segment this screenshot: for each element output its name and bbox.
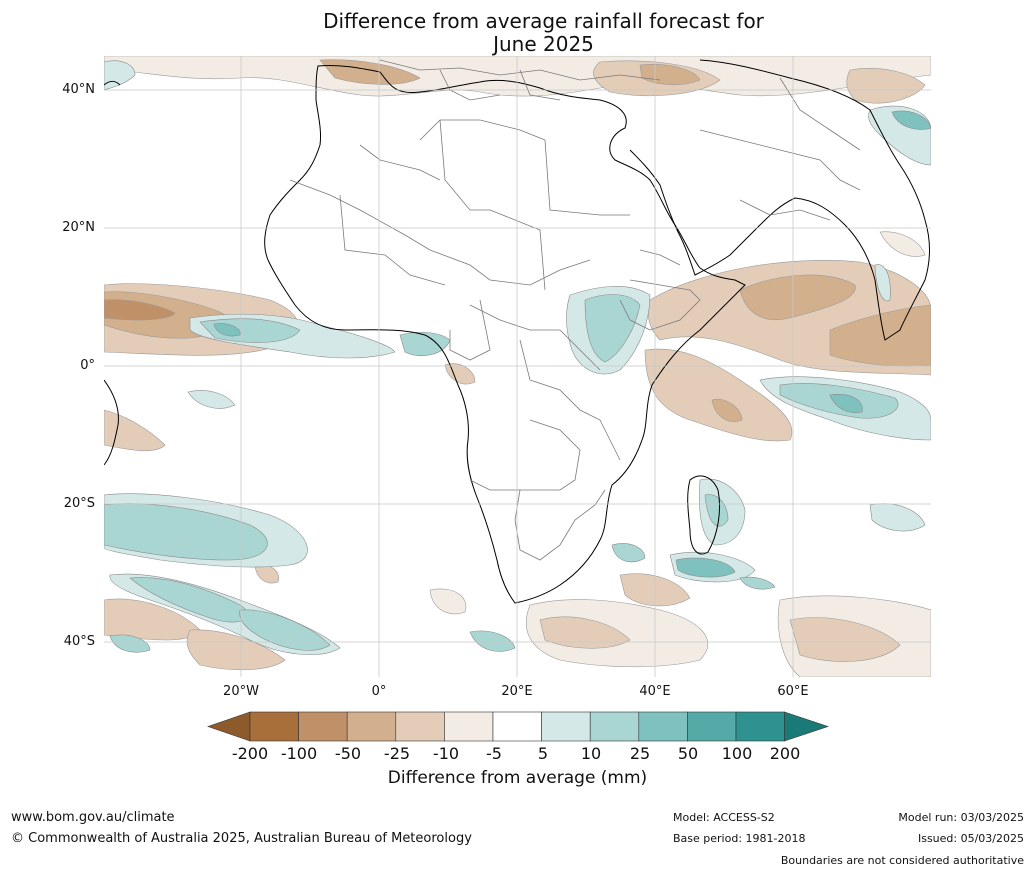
colorbar-tick-label: 10 (580, 744, 602, 763)
country-borders (289, 59, 861, 561)
colorbar-tick-label: 50 (677, 744, 699, 763)
colorbar-tick-label: 25 (629, 744, 651, 763)
lon-label-20e: 20°E (501, 684, 533, 699)
title-line-1: Difference from average rainfall forecas… (323, 9, 764, 33)
colorbar-title: Difference from average (mm) (387, 768, 648, 788)
model-run-date: Model run: 03/03/2025 (898, 811, 1024, 824)
site-url: www.bom.gov.au/climate (11, 810, 175, 825)
lat-label-0: 0° (80, 358, 95, 373)
title-line-2: June 2025 (493, 32, 594, 56)
lon-label-40e: 40°E (639, 684, 671, 699)
coastlines (104, 59, 930, 604)
lon-label-60e: 60°E (777, 684, 809, 699)
issued-date: Issued: 05/03/2025 (917, 832, 1024, 845)
colorbar-tick-label: -50 (334, 744, 362, 763)
lat-label-20s: 20°S (63, 496, 95, 511)
base-period: Base period: 1981-2018 (673, 832, 806, 845)
lat-label-40n: 40°N (62, 82, 95, 97)
colorbar-tick-label: -5 (486, 744, 502, 763)
graticule (104, 56, 931, 677)
copyright-text: © Commonwealth of Australia 2025, Austra… (11, 831, 472, 846)
lat-label-40s: 40°S (63, 634, 95, 649)
lon-label-20w: 20°W (223, 684, 259, 699)
lon-label-0: 0° (371, 684, 387, 699)
map-title: Difference from average rainfall forecas… (0, 10, 1035, 56)
colorbar-tick-label: -200 (231, 744, 269, 763)
colorbar-tick-label: 200 (769, 744, 801, 763)
colorbar-tick-label: 100 (721, 744, 753, 763)
wet-anomaly-regions (104, 60, 931, 655)
boundaries-note: Boundaries are not considered authoritat… (780, 854, 1024, 867)
colorbar-tick-label: -100 (280, 744, 318, 763)
model-name: Model: ACCESS-S2 (673, 811, 775, 824)
lat-label-20n: 20°N (62, 220, 95, 235)
colorbar-tick-label: 5 (537, 744, 549, 763)
colorbar-tick-label: -25 (383, 744, 411, 763)
colorbar-tick-label: -10 (432, 744, 460, 763)
map-plot-area (104, 56, 931, 677)
